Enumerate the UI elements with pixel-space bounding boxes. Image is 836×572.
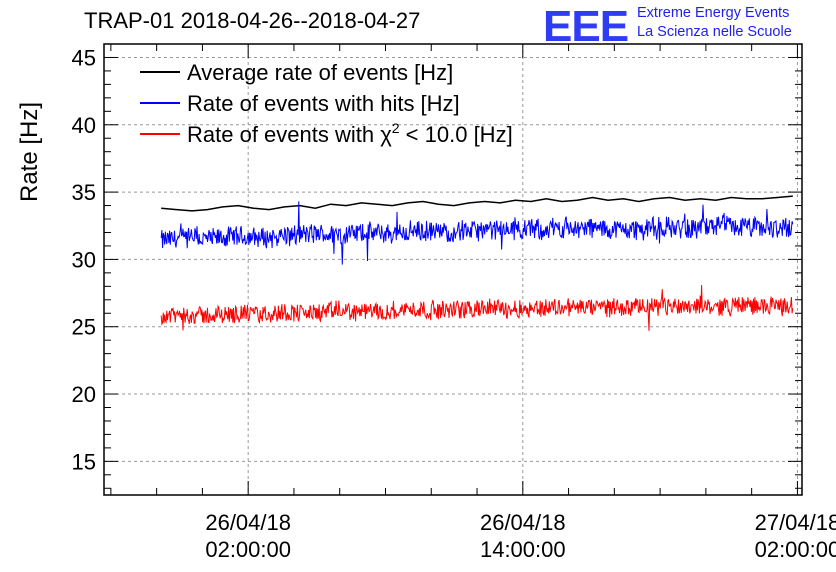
legend-entry: Average rate of events [Hz] xyxy=(187,60,453,85)
y-tick-label: 35 xyxy=(72,180,96,205)
x-tick-label-date: 27/04/18 xyxy=(755,510,836,535)
logo-caption: Extreme Energy Events La Scienza nelle S… xyxy=(637,4,792,42)
logo-line-1: Extreme Energy Events xyxy=(637,5,790,21)
plot-frame xyxy=(103,43,803,496)
y-tick-label: 40 xyxy=(72,113,96,138)
y-tick-label: 45 xyxy=(72,45,96,70)
legend-entry: Rate of events with hits [Hz] xyxy=(187,91,460,116)
legend-entry: Rate of events with χ2 < 10.0 [Hz] xyxy=(187,120,513,147)
y-tick-label: 15 xyxy=(72,449,96,474)
x-tick-label-time: 02:00:00 xyxy=(755,537,836,562)
chart-title: TRAP-01 2018-04-26--2018-04-27 xyxy=(84,8,421,33)
y-tick-label: 20 xyxy=(72,382,96,407)
x-tick-label-date: 26/04/18 xyxy=(480,510,566,535)
series-line-chi2-rate xyxy=(160,284,794,331)
y-tick-label: 25 xyxy=(72,315,96,340)
x-tick-label-date: 26/04/18 xyxy=(205,510,291,535)
y-tick-label: 30 xyxy=(72,247,96,272)
x-tick-label-time: 02:00:00 xyxy=(205,537,291,562)
eee-logo: EEE xyxy=(543,2,629,51)
x-tick-label-time: 14:00:00 xyxy=(480,537,566,562)
logo-line-2: La Scienza nelle Scuole xyxy=(637,24,792,40)
series-line-hits-rate xyxy=(160,201,794,265)
series-line-average-rate xyxy=(161,195,793,212)
